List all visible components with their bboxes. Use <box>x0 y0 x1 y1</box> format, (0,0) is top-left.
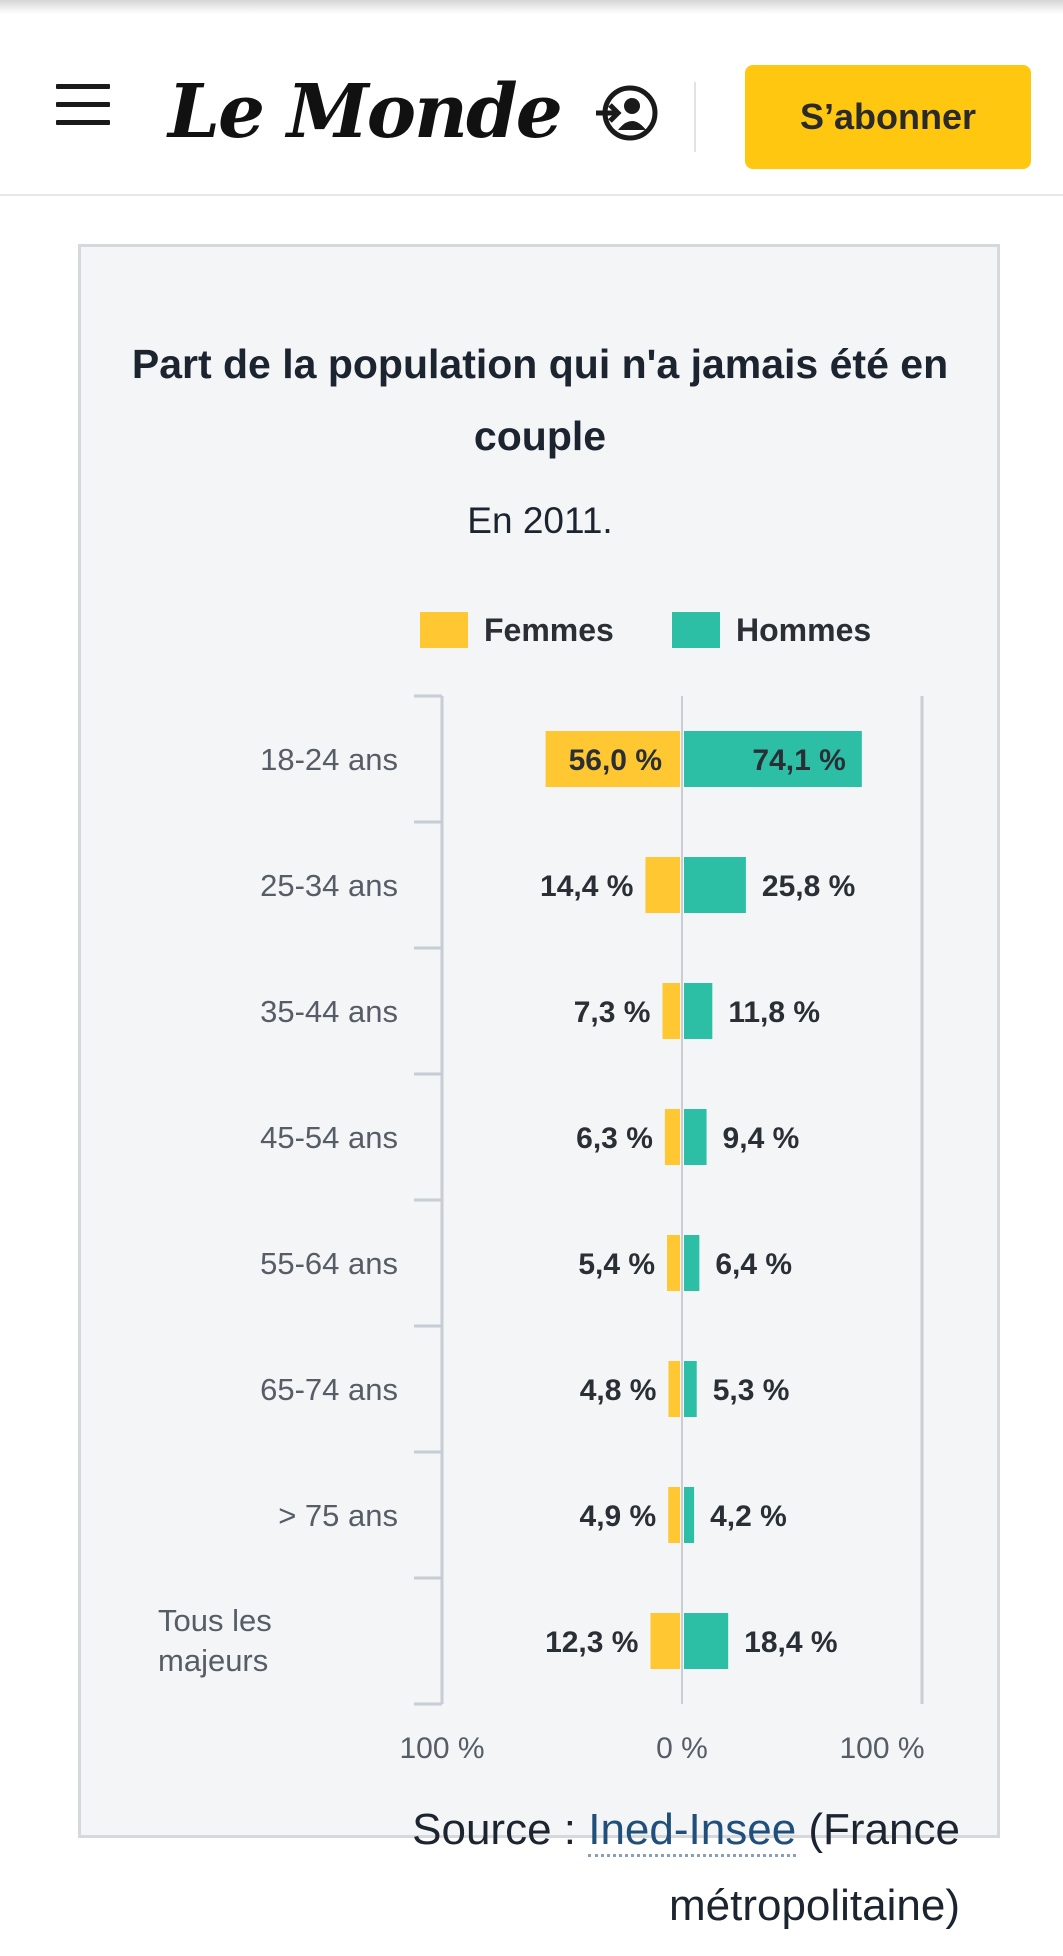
bar-femmes <box>668 1487 680 1543</box>
bar-hommes <box>684 1109 707 1165</box>
category-label: majeurs <box>158 1643 268 1678</box>
legend-item-femmes: Femmes <box>420 610 614 650</box>
chart-title: Part de la population qui n'a jamais été… <box>131 341 949 459</box>
chart-card <box>78 244 1000 1838</box>
value-label-hommes: 18,4 % <box>744 1626 837 1659</box>
legend-swatch-hommes <box>672 612 720 648</box>
bar-hommes <box>684 1613 729 1669</box>
bar-femmes <box>667 1235 680 1291</box>
value-label-femmes: 7,3 % <box>574 996 651 1029</box>
value-label-femmes: 6,3 % <box>576 1122 653 1155</box>
bar-hommes <box>684 731 862 787</box>
legend-label-femmes: Femmes <box>484 611 614 648</box>
bar-femmes <box>545 731 680 787</box>
bar-hommes <box>684 1361 697 1417</box>
value-label-femmes: 4,9 % <box>580 1500 657 1533</box>
site-logo[interactable]: Le Monde <box>168 69 563 155</box>
bar-hommes <box>684 1487 695 1543</box>
value-label-femmes: 12,3 % <box>545 1626 638 1659</box>
value-label-hommes: 4,2 % <box>710 1500 787 1533</box>
source-line2: métropolitaine) <box>668 1881 960 1930</box>
bar-femmes <box>650 1613 680 1669</box>
category-label: 25-34 ans <box>260 868 398 903</box>
bar-hommes <box>684 983 713 1039</box>
bar-femmes <box>668 1361 680 1417</box>
source-prefix: Source : <box>412 1805 589 1854</box>
chart-subtitle: En 2011. <box>467 500 613 541</box>
value-label-femmes: 5,4 % <box>578 1248 655 1281</box>
category-label: > 75 ans <box>278 1498 398 1533</box>
category-label: 35-44 ans <box>260 994 398 1029</box>
category-label: Tous les <box>158 1603 272 1638</box>
top-shadow <box>0 0 1063 14</box>
source-suffix: (France <box>796 1805 960 1854</box>
value-label-femmes: 14,4 % <box>540 870 633 903</box>
legend-label-hommes: Hommes <box>736 611 872 648</box>
value-label-femmes: 56,0 % <box>569 744 662 777</box>
category-label: 18-24 ans <box>260 742 398 777</box>
value-label-hommes: 5,3 % <box>713 1374 790 1407</box>
bar-femmes <box>662 983 680 1039</box>
account-login-icon[interactable] <box>592 76 666 150</box>
legend-item-hommes: Hommes <box>672 610 871 650</box>
value-label-hommes: 74,1 % <box>752 744 845 777</box>
x-tick-label: 100 % <box>839 1732 924 1765</box>
bar-femmes <box>664 1109 680 1165</box>
x-tick-label: 0 % <box>656 1732 708 1765</box>
bar-femmes <box>645 857 680 913</box>
legend-swatch-femmes <box>420 612 468 648</box>
bar-hommes <box>684 857 746 913</box>
value-label-femmes: 4,8 % <box>580 1374 657 1407</box>
menu-icon[interactable] <box>56 84 112 130</box>
category-label: 55-64 ans <box>260 1246 398 1281</box>
source-note: Source : Ined-Insee (France métropolitai… <box>300 1792 960 1944</box>
bar-hommes <box>684 1235 700 1291</box>
value-label-hommes: 25,8 % <box>762 870 855 903</box>
x-tick-label: 100 % <box>399 1732 484 1765</box>
value-label-hommes: 6,4 % <box>715 1248 792 1281</box>
category-label: 45-54 ans <box>260 1120 398 1155</box>
site-header: Le Monde S’abonner <box>0 14 1063 196</box>
value-label-hommes: 11,8 % <box>728 996 820 1029</box>
value-label-hommes: 9,4 % <box>723 1122 800 1155</box>
category-label: 65-74 ans <box>260 1372 398 1407</box>
header-divider <box>694 82 696 152</box>
source-link[interactable]: Ined-Insee <box>588 1805 797 1857</box>
subscribe-button[interactable]: S’abonner <box>745 65 1031 169</box>
